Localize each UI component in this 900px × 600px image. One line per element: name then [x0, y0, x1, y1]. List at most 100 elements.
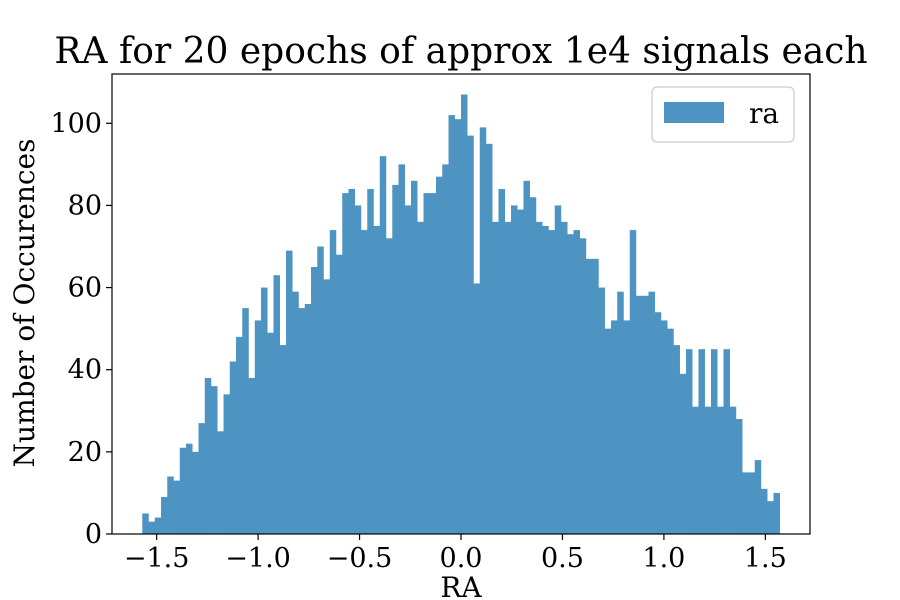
histogram-bar — [704, 406, 712, 534]
histogram-bar — [167, 476, 174, 534]
histogram-bar — [454, 119, 462, 535]
histogram-bar — [211, 386, 218, 534]
histogram-bar — [710, 349, 718, 534]
histogram-bar — [386, 238, 393, 535]
x-tick-label: −1.0 — [225, 543, 291, 574]
y-tick-label: 20 — [68, 437, 102, 468]
histogram-bar — [229, 361, 237, 534]
histogram-bar — [486, 143, 493, 534]
histogram-bar — [148, 521, 156, 534]
histogram-bar — [473, 283, 480, 534]
histogram-bar — [342, 193, 349, 535]
histogram-bar — [248, 377, 256, 534]
histogram-bar — [598, 287, 605, 534]
histogram-bar — [623, 320, 630, 534]
histogram-bar — [673, 345, 680, 534]
histogram-bar — [367, 189, 374, 534]
chart-title: RA for 20 epochs of approx 1e4 signals e… — [54, 31, 867, 72]
x-tick-label: 0.0 — [440, 543, 483, 574]
histogram-bar — [317, 246, 324, 534]
histogram-bar — [479, 127, 487, 534]
histogram-bar — [592, 258, 599, 534]
histogram-bar — [254, 320, 262, 534]
histogram-bar — [404, 205, 412, 534]
histogram-bar — [679, 373, 687, 534]
histogram-bar — [467, 135, 474, 535]
histogram-bar — [660, 320, 668, 534]
histogram-bar — [760, 488, 768, 534]
histogram-bar — [735, 419, 743, 534]
histogram-bar — [573, 230, 580, 534]
histogram-bar — [304, 304, 312, 534]
histogram-bar — [236, 336, 243, 534]
histogram-bar — [186, 443, 193, 534]
y-axis-label: Number of Occurences — [8, 139, 41, 468]
histogram-bar — [610, 320, 618, 534]
histogram-bar — [548, 230, 555, 534]
y-tick-label: 40 — [68, 355, 102, 386]
histogram-bar — [511, 205, 518, 534]
histogram-bar — [348, 189, 356, 534]
histogram-bar — [448, 115, 455, 534]
histogram-bar — [423, 193, 430, 535]
histogram-bar — [504, 221, 512, 535]
histogram-bar — [723, 349, 730, 534]
histogram-bar — [692, 406, 699, 534]
histogram-bar — [492, 221, 499, 535]
histogram-bar — [323, 279, 331, 534]
histogram-bar — [617, 291, 624, 534]
histogram-bar — [461, 94, 468, 534]
histogram-bar — [142, 513, 149, 534]
plot-frame — [111, 73, 811, 535]
histogram-bar — [336, 254, 343, 534]
histogram-bar — [286, 250, 293, 535]
y-tick-label: 80 — [68, 190, 102, 221]
legend: ra — [651, 86, 795, 143]
histogram-bar — [604, 328, 612, 534]
histogram-bar — [217, 431, 224, 534]
histogram-bar — [261, 287, 268, 534]
histogram-bar — [361, 230, 368, 534]
histogram-bar — [685, 349, 693, 534]
histogram-bar — [436, 176, 443, 534]
x-axis-label: RA — [440, 571, 482, 600]
y-tick-label: 100 — [50, 108, 102, 139]
histogram-bar — [542, 225, 549, 534]
histogram-bar — [729, 406, 737, 534]
histogram-bar — [273, 275, 281, 534]
histogram-bar — [560, 221, 568, 535]
histogram-bar — [311, 267, 318, 534]
histogram-bar — [773, 492, 780, 534]
histogram-bar — [354, 205, 362, 534]
x-tick-label: 1.0 — [642, 543, 685, 574]
histogram-bar — [742, 472, 749, 534]
legend-swatch — [664, 102, 724, 123]
histogram-bar — [223, 394, 231, 534]
histogram-bar — [411, 180, 418, 535]
histogram-bar — [523, 180, 530, 535]
histogram-bar — [642, 295, 649, 534]
histogram-bar — [554, 205, 562, 534]
histogram-bar — [398, 164, 405, 535]
histogram-bar — [392, 184, 399, 534]
x-tick-label: 0.5 — [541, 543, 584, 574]
y-tick-label: 0 — [85, 519, 102, 550]
histogram-bar — [717, 406, 724, 534]
histogram-bar — [767, 501, 774, 534]
histogram-bar — [442, 164, 449, 535]
histogram-bar — [417, 221, 424, 535]
bars-group — [142, 94, 780, 535]
histogram-bar — [585, 258, 593, 534]
x-tick-label: 1.5 — [744, 543, 787, 574]
histogram-bar — [429, 193, 437, 535]
histogram-bar — [579, 238, 587, 535]
y-axis-ticks: 0 20 40 60 80 100 — [50, 108, 112, 550]
x-axis-ticks: −1.5 −1.0 −0.5 0.0 0.5 1.0 1.5 — [124, 534, 787, 574]
histogram-bar — [379, 156, 387, 534]
histogram-bar — [629, 230, 637, 534]
histogram-bar — [667, 328, 674, 534]
y-tick-label: 60 — [68, 273, 102, 304]
histogram-bar — [192, 451, 199, 534]
histogram-bar — [292, 291, 299, 534]
